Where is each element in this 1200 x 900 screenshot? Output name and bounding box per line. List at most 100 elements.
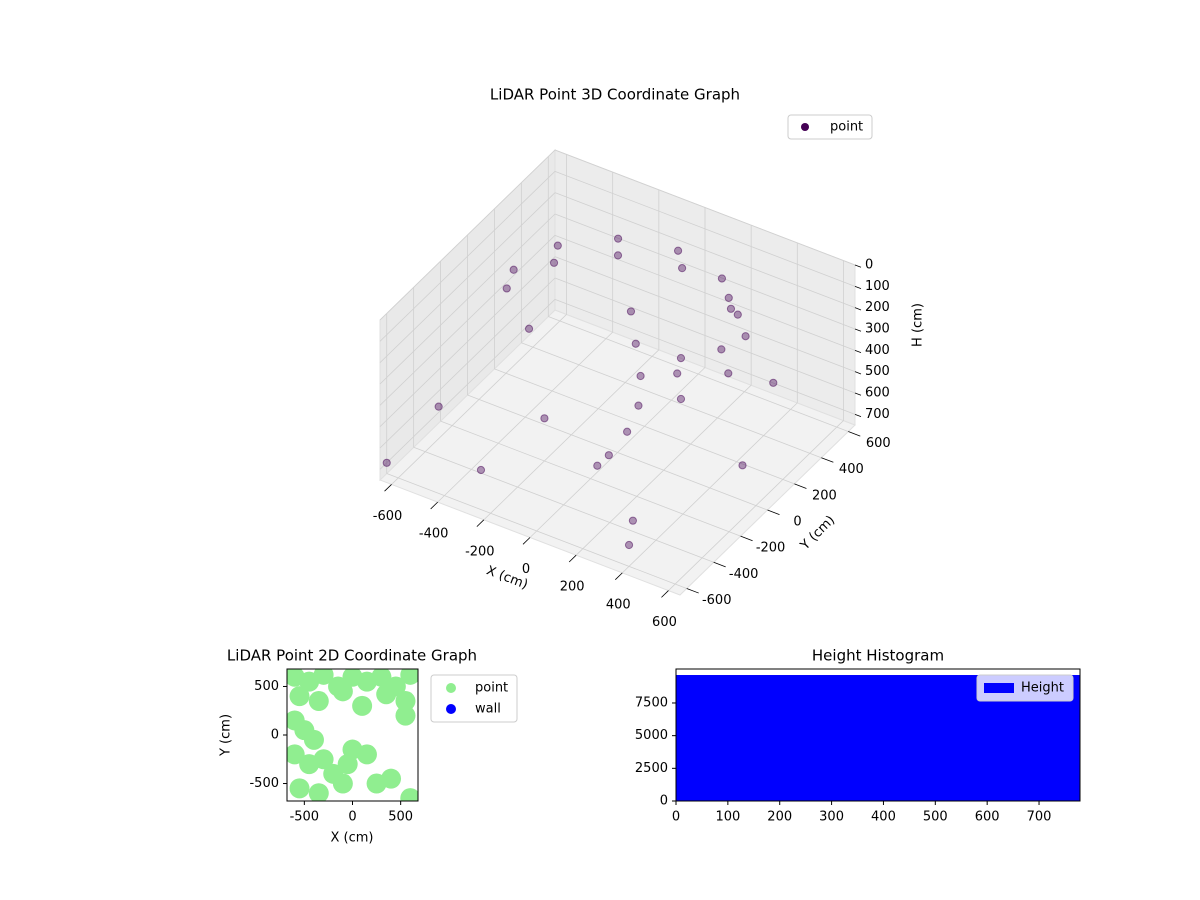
x-tick-label: 600 <box>975 810 1000 825</box>
y-tick-label: 7500 <box>635 695 668 710</box>
points-3d <box>382 234 778 550</box>
tick-mark <box>384 484 392 492</box>
grid-line <box>554 256 856 373</box>
y-tick-label: 200 <box>812 488 837 503</box>
x-tick-label: 0 <box>672 810 680 825</box>
tick-mark <box>767 509 780 515</box>
point <box>289 778 310 799</box>
grid-line <box>554 234 856 351</box>
grid-line <box>386 473 687 589</box>
point <box>724 293 733 302</box>
grid-line <box>554 213 856 330</box>
z-tick-label: 200 <box>865 300 890 315</box>
point <box>553 241 562 250</box>
point <box>395 705 416 726</box>
point <box>678 264 687 273</box>
tick-mark <box>854 285 862 290</box>
point <box>628 516 637 525</box>
x-tick-label: 100 <box>715 810 740 825</box>
point <box>332 773 353 794</box>
grid-line <box>467 394 768 511</box>
chart-title: Height Histogram <box>812 647 944 665</box>
x-tick-label: 200 <box>560 580 585 595</box>
point <box>623 427 632 436</box>
y-tick-label: 2500 <box>635 761 668 776</box>
point <box>717 345 726 354</box>
chart-title: LiDAR Point 2D Coordinate Graph <box>227 647 477 665</box>
point <box>313 749 334 770</box>
grid-line <box>379 171 556 342</box>
point <box>540 414 549 423</box>
z-tick-label: 600 <box>865 386 890 401</box>
point <box>717 274 727 283</box>
point <box>400 788 418 801</box>
point <box>676 354 686 363</box>
points-2d <box>287 669 418 801</box>
y-tick-label: -400 <box>729 567 759 582</box>
legend-label: point <box>830 120 863 135</box>
tick-mark <box>854 392 862 396</box>
grid-line <box>521 342 822 459</box>
tick-mark <box>713 561 726 568</box>
grid-line <box>554 149 856 266</box>
grid-line <box>494 368 795 485</box>
y-tick-label: -600 <box>702 593 732 608</box>
x-tick-label: -600 <box>373 509 403 524</box>
grid-line <box>554 277 856 394</box>
point <box>631 339 640 348</box>
grid-line <box>379 213 556 385</box>
x-tick-label: 200 <box>767 810 792 825</box>
z-tick-label: 500 <box>865 364 890 379</box>
y-tick-label: 5000 <box>635 728 668 743</box>
point <box>303 729 324 750</box>
point <box>549 258 559 267</box>
grid-line <box>379 149 556 321</box>
x-tick-label: 0 <box>522 562 530 577</box>
legend-label: point <box>475 681 508 696</box>
x-tick-label: 400 <box>871 810 896 825</box>
point <box>613 251 623 260</box>
point <box>332 681 353 702</box>
point <box>434 402 443 411</box>
point <box>724 369 733 378</box>
point <box>356 744 377 765</box>
tick-mark <box>854 371 862 375</box>
y-axis-label: Y (cm) <box>219 714 234 757</box>
grid-line <box>379 192 556 363</box>
tick-mark <box>848 431 861 437</box>
plot-frame <box>675 668 1081 802</box>
x-tick-label: 0 <box>348 810 356 825</box>
point <box>400 669 418 685</box>
point <box>308 783 329 801</box>
point <box>738 461 747 470</box>
point <box>733 310 742 319</box>
z-tick-label: 100 <box>865 279 890 294</box>
point <box>287 744 305 765</box>
point <box>476 465 486 475</box>
point <box>634 401 643 410</box>
x-tick-label: 300 <box>819 810 844 825</box>
z-tick-label: 700 <box>865 407 890 422</box>
x-tick-label: 600 <box>652 615 677 630</box>
point <box>769 378 778 387</box>
tick-mark <box>522 537 531 545</box>
legend-box <box>976 674 1074 702</box>
point <box>636 371 645 381</box>
tick-mark <box>686 588 699 594</box>
legend-label: Height <box>1021 681 1064 696</box>
grid-line <box>379 235 556 406</box>
point <box>593 461 602 470</box>
x-tick-label: 400 <box>606 597 631 612</box>
tick-mark <box>854 264 862 268</box>
y-tick-label: -200 <box>756 541 786 556</box>
grid-line <box>554 192 856 309</box>
point <box>741 332 750 341</box>
point <box>673 369 682 378</box>
y-tick-label: 0 <box>793 515 801 530</box>
tick-mark <box>854 349 862 354</box>
tick-mark <box>568 554 577 563</box>
point <box>352 695 373 716</box>
z-tick-label: 0 <box>865 258 873 273</box>
point <box>376 684 397 705</box>
